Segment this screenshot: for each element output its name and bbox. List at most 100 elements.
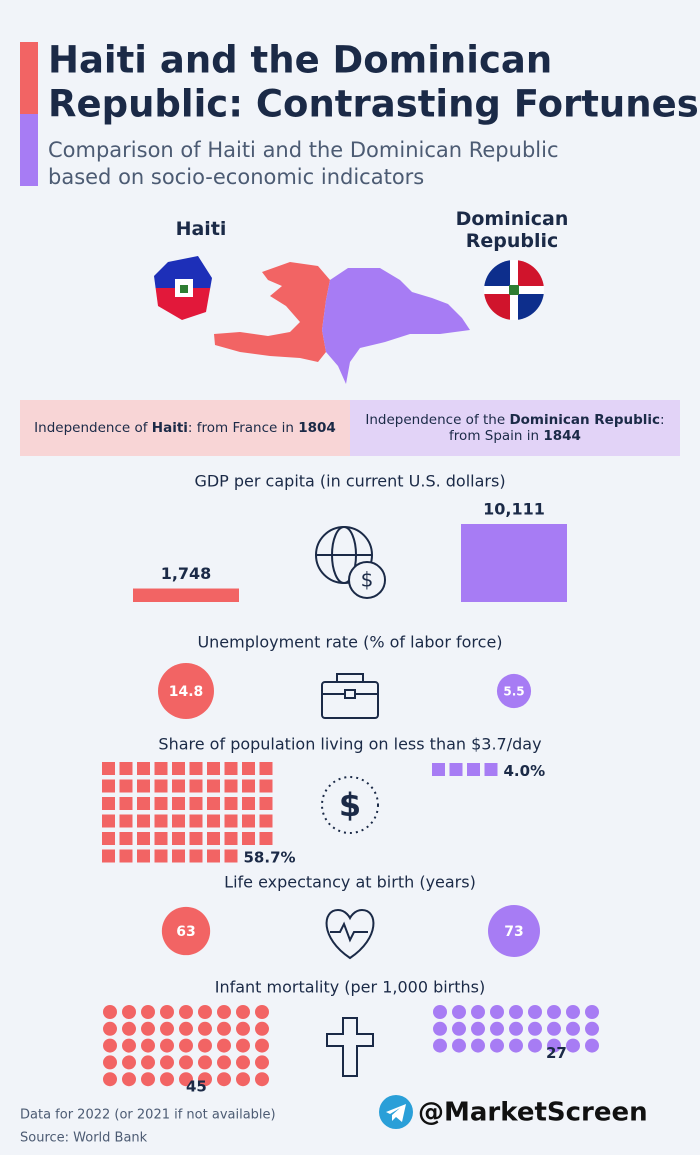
waffle-cell <box>137 849 150 863</box>
waffle-cell <box>119 762 133 775</box>
dot <box>509 1021 523 1036</box>
dot <box>255 1055 269 1070</box>
dot <box>122 1005 136 1019</box>
value-label: 4.0% <box>504 762 546 780</box>
dot <box>236 1038 250 1053</box>
value-label: 63 <box>176 924 195 940</box>
dot <box>528 1005 542 1019</box>
dot <box>236 1055 250 1070</box>
indep-box-haiti <box>20 400 350 456</box>
dot <box>566 1038 580 1053</box>
dot <box>160 1021 174 1036</box>
dot <box>433 1021 447 1036</box>
independence-text: from Spain in <box>449 428 544 444</box>
dot <box>255 1038 269 1053</box>
waffle-cell <box>172 762 185 775</box>
waffle-cell <box>259 832 273 845</box>
chart-title: Infant mortality (per 1,000 births) <box>215 978 486 997</box>
waffle-cell <box>137 832 150 845</box>
waffle-cell <box>154 779 168 793</box>
waffle <box>102 762 273 863</box>
independence-text: Dominican Republic <box>509 412 661 428</box>
dot <box>255 1072 269 1087</box>
waffle-cell <box>119 832 133 845</box>
footer-note: Data for 2022 (or 2021 if not available) <box>20 1108 276 1123</box>
dot <box>490 1005 504 1019</box>
dot <box>547 1038 561 1053</box>
waffle-cell <box>102 762 115 775</box>
waffle-cell <box>189 849 203 863</box>
dot <box>452 1005 466 1019</box>
title-line: Republic: Contrasting Fortunes <box>48 83 699 126</box>
dot <box>585 1038 599 1053</box>
accent-purple <box>20 114 38 186</box>
waffle-cell <box>484 763 498 776</box>
waffle-cell <box>467 763 480 776</box>
dot <box>179 1055 193 1070</box>
waffle-cell <box>224 762 238 775</box>
bubble <box>161 906 211 956</box>
value-label: 1,748 <box>161 564 212 583</box>
waffle-cell <box>207 849 220 863</box>
dot <box>547 1021 561 1036</box>
chart-title: Life expectancy at birth (years) <box>224 873 476 892</box>
waffle-cell <box>432 763 445 776</box>
dot <box>103 1072 117 1087</box>
dot <box>103 1005 117 1019</box>
waffle <box>432 763 498 776</box>
dot <box>103 1055 117 1070</box>
dot <box>490 1021 504 1036</box>
waffle-cell <box>172 849 185 863</box>
accent-red <box>20 42 38 114</box>
dot <box>160 1005 174 1019</box>
dot <box>179 1021 193 1036</box>
waffle-cell <box>102 814 115 828</box>
waffle-cell <box>154 849 168 863</box>
waffle-cell <box>224 832 238 845</box>
dot <box>122 1021 136 1036</box>
waffle-cell <box>154 797 168 810</box>
bubble <box>488 905 540 957</box>
dot <box>217 1038 231 1053</box>
flag-dr <box>484 260 544 320</box>
dot <box>566 1021 580 1036</box>
independence-text: 1804 <box>298 420 336 436</box>
chart-title: GDP per capita (in current U.S. dollars) <box>194 472 505 491</box>
independence-text: : from France in <box>187 420 299 436</box>
waffle-cell <box>242 762 255 775</box>
waffle-cell <box>172 832 185 845</box>
icon-heart <box>325 908 375 960</box>
waffle-cell <box>242 814 255 828</box>
independence-text: : <box>660 412 665 428</box>
dot <box>217 1005 231 1019</box>
waffle-cell <box>242 832 255 845</box>
dot <box>141 1055 155 1070</box>
independence-line: from Spain in 1844 <box>449 428 581 444</box>
waffle-cell <box>137 814 150 828</box>
waffle-cell <box>102 849 115 863</box>
dot <box>122 1038 136 1053</box>
waffle-cell <box>137 797 150 810</box>
dot <box>198 1005 212 1019</box>
dot <box>217 1021 231 1036</box>
map-haiti <box>214 262 330 362</box>
bubble <box>496 673 532 709</box>
subtitle-line: based on socio-economic indicators <box>48 165 424 189</box>
dot <box>509 1005 523 1019</box>
waffle-cell <box>224 779 238 793</box>
dot <box>528 1021 542 1036</box>
dot <box>103 1021 117 1036</box>
waffle-cell <box>242 797 255 810</box>
waffle-cell <box>259 797 273 810</box>
waffle-cell <box>119 814 133 828</box>
value-label: 58.7% <box>244 849 296 867</box>
icon-cross <box>326 1017 374 1077</box>
value-label: 14.8 <box>169 684 204 700</box>
dot <box>236 1005 250 1019</box>
waffle-cell <box>154 762 168 775</box>
dot <box>452 1021 466 1036</box>
dot <box>547 1005 561 1019</box>
waffle-cell <box>259 779 273 793</box>
dot <box>509 1038 523 1053</box>
